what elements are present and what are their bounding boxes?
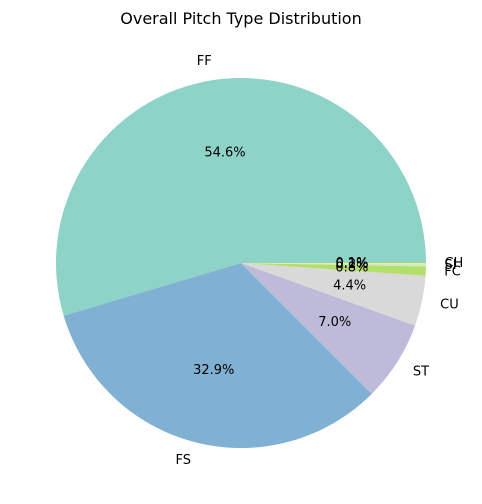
pie-slices xyxy=(55,77,426,448)
pie-labels: FF 54.6% FS 32.9% ST 7.0% CU 4.4% FC 0.8% SI 0.2% CH… xyxy=(175,54,463,468)
pct-label-st: 7.0% xyxy=(318,315,351,330)
slice-label-si: SI xyxy=(444,258,456,273)
slice-label-ff: FF xyxy=(197,54,212,69)
slice-label-cu: CU xyxy=(440,297,459,312)
pie-slice-fs xyxy=(63,263,372,448)
slice-label-ch: CH xyxy=(444,256,463,271)
pie-slice-fc xyxy=(241,263,426,276)
pct-label-ff: 54.6% xyxy=(204,146,245,161)
pct-label-si: 0.2% xyxy=(335,257,368,272)
slice-label-fc: FC xyxy=(444,264,461,279)
pie-slice-st xyxy=(241,263,416,394)
pie-slice-ff xyxy=(55,77,426,316)
pie-slice-cu xyxy=(241,263,426,326)
pct-label-fs: 32.9% xyxy=(193,363,234,378)
slice-label-st: ST xyxy=(413,365,429,380)
pie-slice-si xyxy=(241,263,426,267)
pct-label-ch: 0.1% xyxy=(335,256,368,271)
chart-title: Overall Pitch Type Distribution xyxy=(120,9,361,28)
pct-label-fc: 0.8% xyxy=(335,260,368,275)
slice-label-fs: FS xyxy=(175,453,191,468)
pct-label-cu: 4.4% xyxy=(333,278,366,293)
pie-slice-ch xyxy=(241,263,426,265)
